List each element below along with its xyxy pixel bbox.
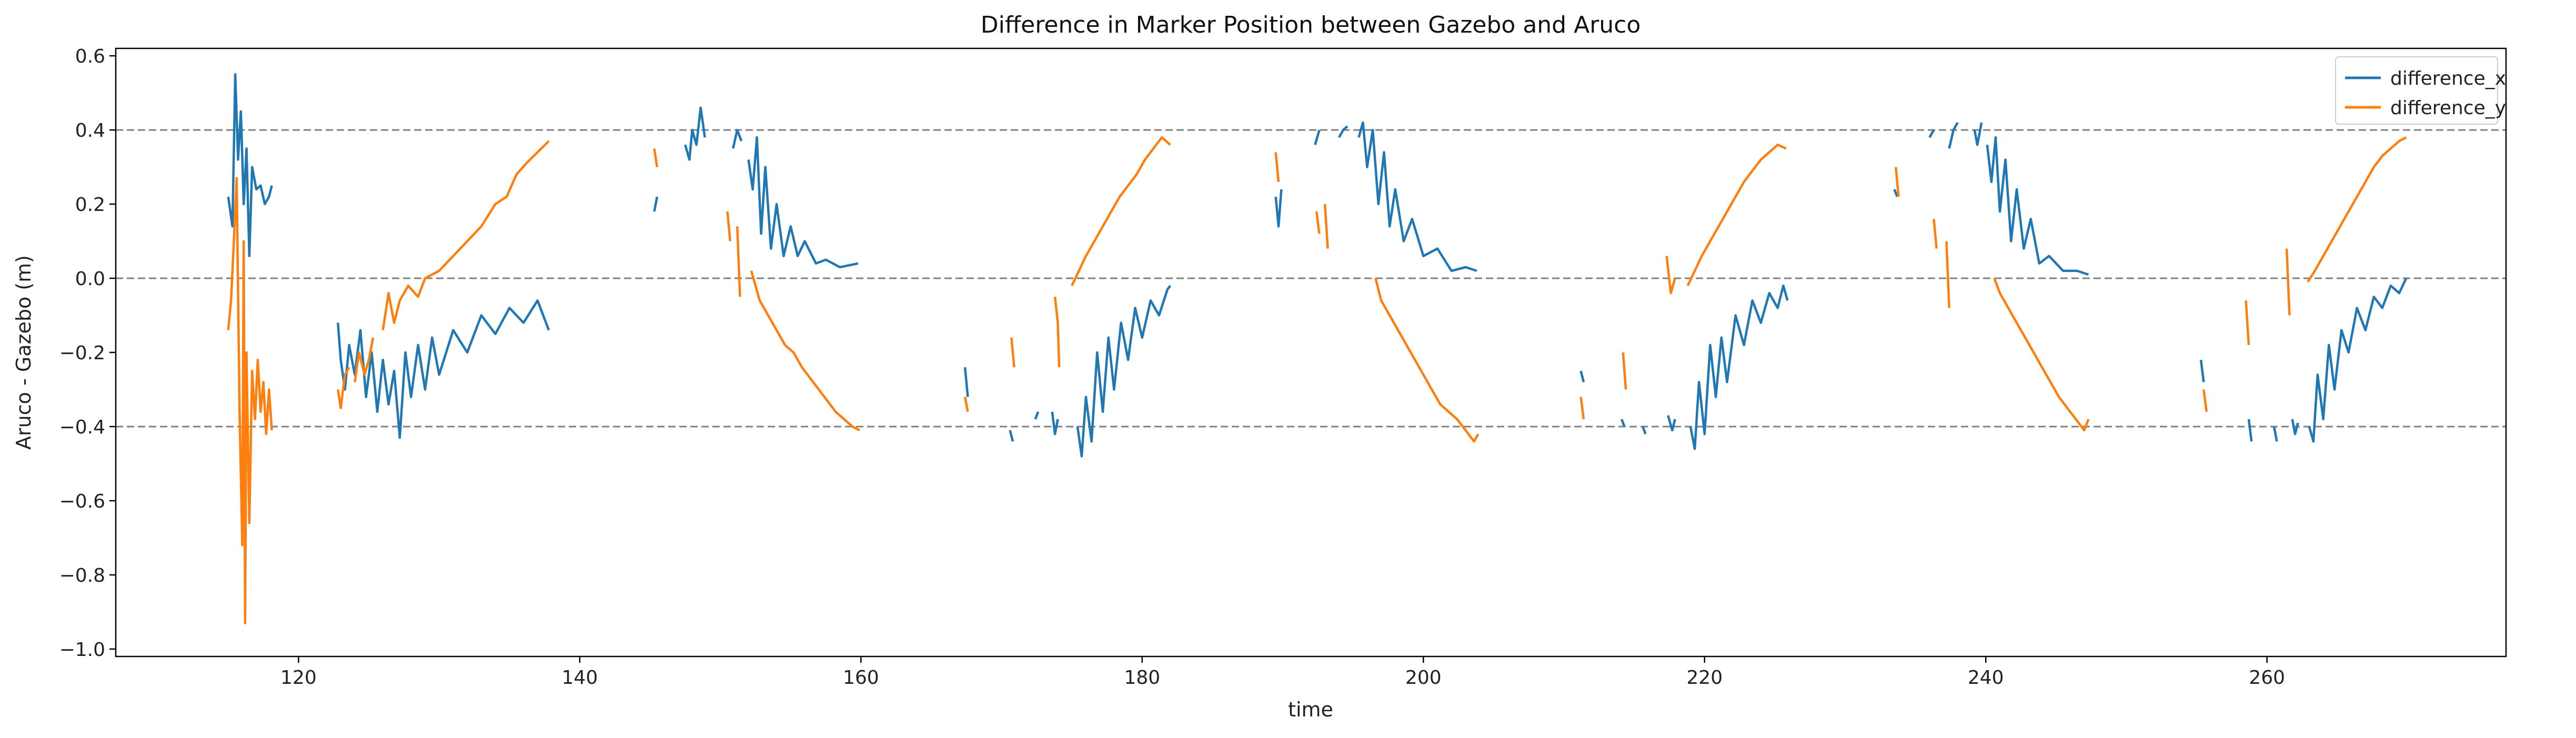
series-difference-y-segment-12 [1274,152,1280,183]
series-difference-y-segment-9 [1010,337,1015,368]
series-difference-y-segment-4 [653,148,659,167]
series-difference-y-segment-25 [2245,300,2250,346]
series-difference-x-segment-19 [1689,284,1789,450]
series-difference-x-segment-27 [2272,426,2278,442]
x-tick-label: 260 [2249,667,2285,689]
series-difference-y-segment-22 [1945,241,1950,308]
series-difference-y-segment-15 [1374,278,1480,443]
series-difference-x-segment-5 [747,136,859,269]
series-difference-x-segment-2 [653,196,659,212]
y-tick-label: 0.2 [75,194,105,216]
series-difference-x-segment-9 [1051,411,1059,436]
series-difference-y-segment-16 [1579,397,1585,420]
series-difference-y-segment-7 [750,270,860,431]
plot-frame [115,47,2507,658]
series-difference-x-segment-29 [2308,278,2408,443]
series-difference-x-segment-20 [1893,189,1899,197]
series-difference-x-segment-23 [1973,122,1983,146]
y-axis-label: Aruco - Gazebo (m) [12,255,35,450]
chart-title: Difference in Marker Position between Ga… [981,12,1641,38]
series-difference-x-segment-22 [1948,122,1959,149]
x-tick-label: 240 [1968,667,2004,689]
series-difference-y-segment-21 [1933,218,1938,249]
series-difference-x-segment-15 [1579,370,1585,382]
series-difference-x-segment-10 [1076,285,1172,458]
y-tick-label: −0.6 [59,491,105,512]
y-tick-label: −1.0 [59,639,105,661]
legend-label-difference-x: difference_x [2390,68,2506,89]
series-difference-y-segment-20 [1894,167,1900,197]
series-difference-x-segment-28 [2291,419,2299,436]
y-tick-label: −0.4 [59,417,105,438]
series-difference-y-segment-11 [1071,136,1171,287]
reference-lines [116,129,2506,428]
y-tick-label: 0.0 [75,268,105,290]
series-difference-y-segment-19 [1686,144,1787,287]
series-difference-x-segment-16 [1620,419,1626,427]
x-tick-label: 120 [280,667,317,689]
series-difference-y-segment-5 [726,211,732,241]
x-tick-label: 200 [1405,667,1442,689]
x-tick-label: 180 [1124,667,1160,689]
x-tick-label: 140 [562,667,598,689]
x-axis-label: time [1288,698,1333,721]
series-difference-x-segment-7 [1009,430,1014,442]
series-difference-y-segment-13 [1315,211,1321,234]
series-difference-x-segment-4 [732,128,743,149]
series-difference-x-segment-21 [1928,129,1935,138]
series-difference-x-segment-17 [1642,426,1647,434]
series-difference-x-segment-14 [1357,121,1477,272]
series-difference-x-segment-12 [1314,129,1321,145]
series-difference-x-segment-18 [1667,415,1676,432]
y-tick-label: 0.6 [75,46,105,67]
series-difference-x-segment-3 [684,106,706,161]
series-difference-y-segment-27 [2307,136,2407,283]
series-difference-y-segment-18 [1665,256,1676,295]
series-difference-x-segment-0 [227,73,273,257]
series-difference-y-segment-8 [963,397,969,412]
series-difference-x-segment-11 [1274,189,1283,228]
series-difference-x-segment-13 [1337,125,1349,138]
series-difference-y-segment-1 [336,367,350,409]
y-tick-label: −0.2 [59,342,105,364]
series-difference-x-segment-26 [2247,419,2253,442]
y-tick-label: −0.8 [59,565,105,587]
y-tick-label: 0.4 [75,120,105,141]
series-difference-y-segment-6 [736,226,741,297]
series-difference-y-segment-0 [227,177,273,624]
series-difference-y-segment-17 [1622,352,1627,390]
series-difference-x-segment-6 [963,367,969,397]
series-difference-x-segment-24 [1986,136,2089,276]
x-axis-ticks: 120 140 160 180 200 220 240 260 [280,656,2285,689]
series-layer [227,73,2408,624]
series-difference-y-segment-14 [1323,204,1329,249]
x-tick-label: 160 [843,667,879,689]
series-difference-y-segment-24 [2202,389,2208,412]
series-difference-y-segment-10 [1053,297,1061,368]
legend-label-difference-y: difference_y [2390,97,2506,119]
series-difference-y-segment-3 [381,140,550,331]
x-tick-label: 220 [1686,667,1723,689]
series-difference-y-segment-23 [1993,278,2090,432]
series-difference-x-segment-8 [1034,411,1040,420]
legend: difference_x difference_y [2335,56,2506,125]
series-difference-y-segment-2 [354,337,375,382]
series-difference-x-segment-1 [336,299,550,439]
series-difference-x-segment-25 [2199,359,2205,382]
y-axis-ticks: −1.0 −0.8 −0.6 −0.4 −0.2 0.0 0.2 0.4 0.6 [59,46,116,661]
series-difference-y-segment-26 [2285,248,2291,316]
